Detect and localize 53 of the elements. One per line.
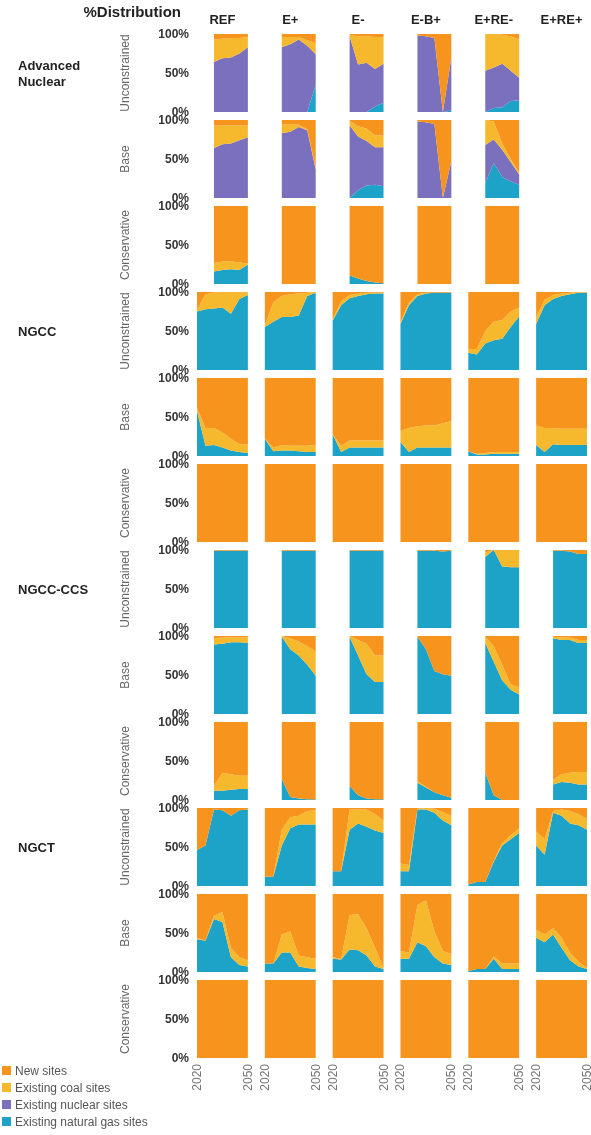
- x-tick-label: 2050: [308, 1063, 323, 1091]
- y-tick-label: 50%: [164, 840, 190, 854]
- text: E+RE-: [474, 12, 514, 27]
- y-tick-label: 50%: [164, 496, 190, 510]
- y-tick-label: 50%: [164, 1012, 190, 1026]
- y-tick-label: 50%: [164, 238, 190, 252]
- text: NGCT: [18, 839, 55, 855]
- y-axis-title: Unconstrained: [118, 550, 132, 628]
- text: E-B+: [410, 12, 442, 27]
- y-tick-label: 50%: [164, 754, 190, 768]
- x-tick-label: 2050: [444, 1063, 459, 1091]
- x-tick-label: 2050: [240, 1063, 255, 1091]
- y-axis-title: Base: [118, 919, 132, 947]
- y-tick-label: 100%: [158, 27, 190, 41]
- text: %Distribution: [83, 3, 181, 20]
- x-tick-label: 2020: [190, 1063, 204, 1091]
- y-tick-label: 50%: [164, 152, 190, 166]
- y-axis-title: Unconstrained: [118, 808, 132, 886]
- text: Advanced Nuclear: [18, 57, 81, 89]
- y-tick-label: 50%: [164, 410, 190, 424]
- y-axis-title: Unconstrained: [118, 34, 132, 112]
- y-tick-label: 50%: [164, 926, 190, 940]
- y-axis-title: Base: [118, 661, 132, 689]
- legend-label: Existing natural gas sites: [15, 1115, 148, 1129]
- text: E+: [282, 12, 299, 27]
- text: E-: [351, 12, 365, 27]
- x-tick-label: 2050: [580, 1063, 591, 1091]
- x-tick-label: 2020: [325, 1063, 340, 1091]
- y-axis-title: Conservative: [118, 467, 132, 539]
- y-axis-title: Base: [118, 403, 132, 431]
- y-tick-label: 50%: [164, 324, 190, 338]
- x-tick-label: 2050: [512, 1063, 527, 1091]
- y-tick-label: 50%: [164, 582, 190, 596]
- x-tick-label: 2020: [257, 1063, 272, 1091]
- legend-label: Existing coal sites: [15, 1081, 111, 1095]
- text: NGCC: [18, 323, 57, 339]
- y-tick-label: 50%: [164, 668, 190, 682]
- x-tick-label: 2020: [529, 1063, 544, 1091]
- y-axis-title: Base: [118, 145, 132, 173]
- legend-label: Existing nuclear sites: [15, 1098, 128, 1112]
- y-tick-label: 0%: [171, 1051, 190, 1065]
- y-axis-title: Conservative: [118, 983, 132, 1055]
- y-axis-title: Unconstrained: [118, 292, 132, 370]
- x-tick-label: 2050: [376, 1063, 391, 1091]
- y-tick-label: 50%: [164, 66, 190, 80]
- y-axis-title: Conservative: [118, 725, 132, 797]
- x-tick-label: 2020: [393, 1063, 408, 1091]
- text: E+RE+: [540, 12, 583, 27]
- y-axis-title: Conservative: [118, 209, 132, 281]
- text: NGCC-CCS: [18, 581, 89, 597]
- text: REF: [209, 12, 236, 27]
- legend-label: New sites: [15, 1064, 68, 1078]
- x-tick-label: 2020: [461, 1063, 476, 1091]
